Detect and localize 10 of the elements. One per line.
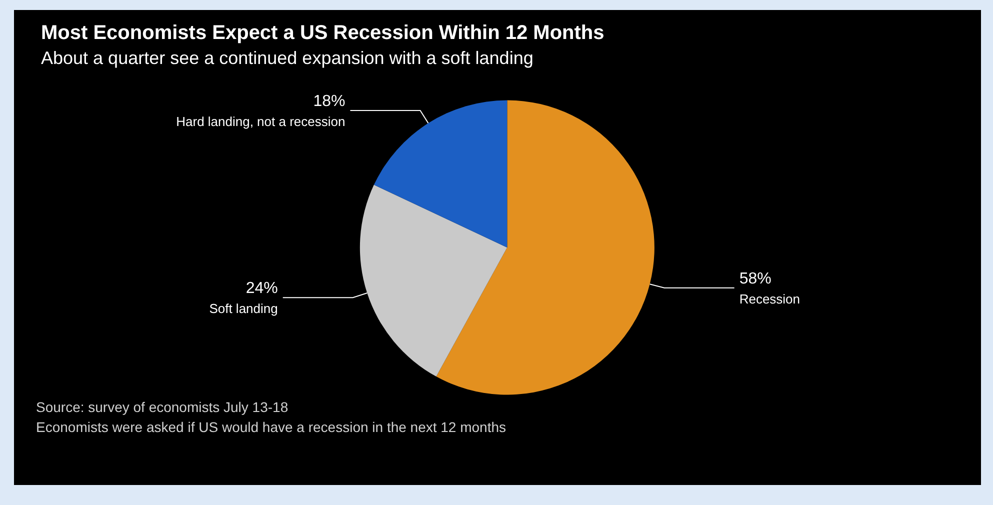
data-label: 58% (739, 270, 772, 288)
slice-label: Recession (739, 291, 800, 306)
data-label: 18% (313, 93, 346, 110)
chart-subtitle: About a quarter see a continued expansion with a soft landing (41, 48, 534, 68)
data-label: 24% (246, 280, 278, 298)
text: Economists were asked if US would have a recession in the next 12 months (36, 419, 506, 435)
source-note: Source: survey of economists July 13-18 (36, 399, 288, 415)
chart-title: Most Economists Expect a US Recession Within 12 Months (41, 22, 604, 44)
slice-label: Hard landing, not a recession (176, 114, 346, 130)
slice-label: Soft landing (209, 301, 278, 316)
